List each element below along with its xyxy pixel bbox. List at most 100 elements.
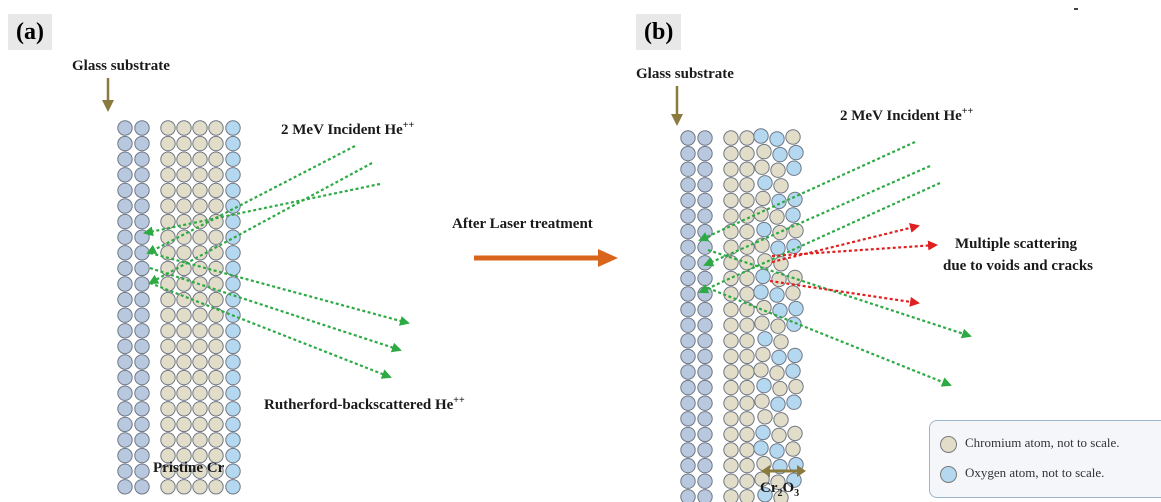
- backscatter-beam-arrow: [707, 248, 972, 339]
- chromium-atom: [723, 192, 739, 209]
- glass-atom: [680, 426, 696, 443]
- chromium-atom: [176, 354, 192, 370]
- chromium-atom: [739, 223, 755, 240]
- chromium-atom: [160, 276, 176, 292]
- glass-atom: [680, 286, 696, 302]
- stray-mark: [1074, 8, 1078, 10]
- incident-beam-arrow: [143, 182, 381, 237]
- glass-atom: [680, 192, 696, 209]
- glass-atom: [117, 369, 133, 386]
- oxygen-atom: [753, 440, 769, 456]
- chromium-atom: [739, 333, 755, 349]
- glass-atom: [117, 307, 133, 323]
- chromium-atom: [785, 129, 801, 145]
- chromium-atom: [208, 385, 224, 401]
- chromium-atom: [739, 317, 755, 333]
- glass-atom: [680, 333, 696, 349]
- glass-atom: [697, 442, 713, 458]
- oxygen-atom: [769, 443, 785, 459]
- chromium-atom: [208, 338, 224, 355]
- glass-atom: [697, 239, 713, 255]
- glass-atom: [697, 177, 713, 193]
- incident-beam-arrow: [146, 145, 356, 254]
- chromium-atom: [160, 323, 176, 339]
- chromium-atom: [739, 473, 755, 489]
- oxygen-atom: [786, 316, 802, 332]
- oxygen-atom: [225, 276, 241, 292]
- panel-a-backscatter-label: Rutherford-backscattered He++: [264, 395, 465, 413]
- glass-atom: [117, 151, 133, 167]
- glass-atom: [697, 473, 713, 489]
- glass-atom: [117, 323, 133, 339]
- chromium-atom: [788, 222, 804, 239]
- chromium-atom: [773, 178, 789, 194]
- chromium-atom: [192, 229, 208, 245]
- chromium-atom: [192, 135, 208, 152]
- chromium-atom: [208, 245, 224, 261]
- oxygen-atom: [225, 198, 241, 214]
- chromium-atom: [160, 245, 176, 261]
- glass-atom: [117, 120, 133, 136]
- glass-atom: [134, 354, 150, 370]
- chromium-atom: [739, 442, 755, 458]
- glass-atom: [117, 167, 133, 183]
- backscatter-beam-arrow: [149, 281, 392, 379]
- oxygen-atom: [756, 377, 772, 394]
- chromium-atom: [787, 269, 803, 286]
- glass-atom: [134, 245, 150, 261]
- chromium-atom: [723, 442, 739, 458]
- chromium-atom: [739, 364, 755, 380]
- chromium-atom: [785, 285, 801, 301]
- glass-atom: [697, 192, 713, 209]
- panel-b-incident-label: 2 MeV Incident He++: [840, 106, 974, 124]
- chromium-atom: [208, 354, 224, 370]
- chromium-atom: [769, 365, 785, 381]
- chromium-atom: [723, 317, 739, 333]
- chromium-atom: [176, 385, 192, 401]
- glass-atom: [680, 457, 696, 474]
- chromium-atom: [773, 334, 789, 350]
- oxygen-atom: [756, 221, 772, 238]
- oxygen-atom: [225, 151, 241, 167]
- chromium-atom: [208, 323, 224, 339]
- chromium-atom: [176, 479, 192, 495]
- glass-atom: [117, 229, 133, 245]
- chromium-atom: [723, 270, 739, 287]
- oxygen-atom: [787, 347, 803, 364]
- glass-atom: [697, 395, 713, 411]
- chromium-atom: [723, 301, 739, 318]
- glass-atom: [680, 270, 696, 287]
- chromium-atom: [192, 416, 208, 433]
- chromium-atom: [208, 135, 224, 152]
- glass-atom: [134, 385, 150, 401]
- chromium-atom: [208, 276, 224, 292]
- chromium-atom: [739, 411, 755, 427]
- chromium-atom: [755, 190, 771, 207]
- chromium-atom: [192, 182, 208, 199]
- chromium-atom: [160, 432, 176, 448]
- chromium-atom: [739, 395, 755, 411]
- chromium-atom: [723, 395, 739, 411]
- substrate-pointer-head-icon: [671, 114, 683, 126]
- oxygen-atom: [225, 479, 241, 495]
- chromium-atom: [160, 479, 176, 495]
- oxygen-atom: [772, 146, 788, 163]
- glass-atom: [117, 447, 133, 464]
- chromium-atom: [723, 239, 739, 255]
- chromium-atom: [770, 474, 786, 490]
- oxygen-atom: [225, 338, 241, 355]
- oxygen-atom: [225, 245, 241, 261]
- chromium-atom: [772, 224, 788, 241]
- chromium-atom: [208, 182, 224, 199]
- chromium-atom: [176, 245, 192, 261]
- glass-atom: [680, 411, 696, 427]
- glass-atom: [680, 395, 696, 411]
- oxygen-swatch-icon: [940, 465, 957, 483]
- chromium-atom: [723, 348, 739, 365]
- oxygen-atom: [225, 260, 241, 277]
- glass-atom: [680, 130, 696, 146]
- oxide-layer-label: Cr2O3: [760, 480, 800, 499]
- panel-a-label: (a): [8, 14, 52, 50]
- oxygen-atom: [785, 207, 801, 223]
- chromium-atom: [773, 412, 789, 428]
